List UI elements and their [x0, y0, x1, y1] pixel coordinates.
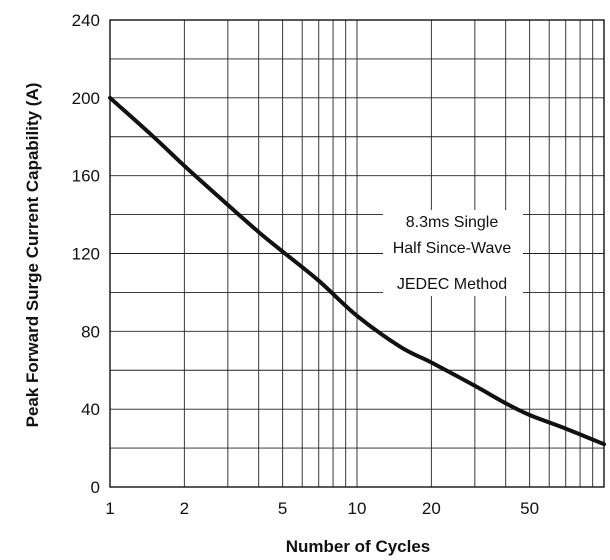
- annotation-background: [383, 210, 523, 296]
- x-tick-label: 1: [105, 499, 114, 518]
- y-tick-label: 40: [81, 400, 100, 419]
- x-tick-label: 10: [348, 499, 367, 518]
- x-axis-title: Number of Cycles: [286, 537, 431, 556]
- y-tick-label: 160: [72, 167, 100, 186]
- x-tick-label: 5: [278, 499, 287, 518]
- annotation-line-1: 8.3ms Single: [406, 214, 499, 231]
- x-tick-label: 20: [422, 499, 441, 518]
- y-tick-labels: 0 40 80 120 160 200 240: [72, 11, 100, 497]
- y-tick-label: 240: [72, 11, 100, 30]
- y-tick-label: 120: [72, 245, 100, 264]
- annotation-line-3: JEDEC Method: [397, 276, 507, 293]
- x-tick-label: 2: [180, 499, 189, 518]
- y-tick-label: 0: [91, 478, 100, 497]
- surge-curve-line: [108, 95, 606, 447]
- x-tick-label: 50: [520, 499, 539, 518]
- x-tick-labels: 1 2 5 10 20 50: [105, 499, 539, 518]
- y-axis-title: Peak Forward Surge Current Capability (A…: [23, 83, 42, 428]
- y-tick-label: 80: [81, 322, 100, 341]
- plot-frame: [109, 19, 605, 488]
- y-tick-label: 200: [72, 89, 100, 108]
- annotation-line-2: Half Since-Wave: [393, 240, 512, 257]
